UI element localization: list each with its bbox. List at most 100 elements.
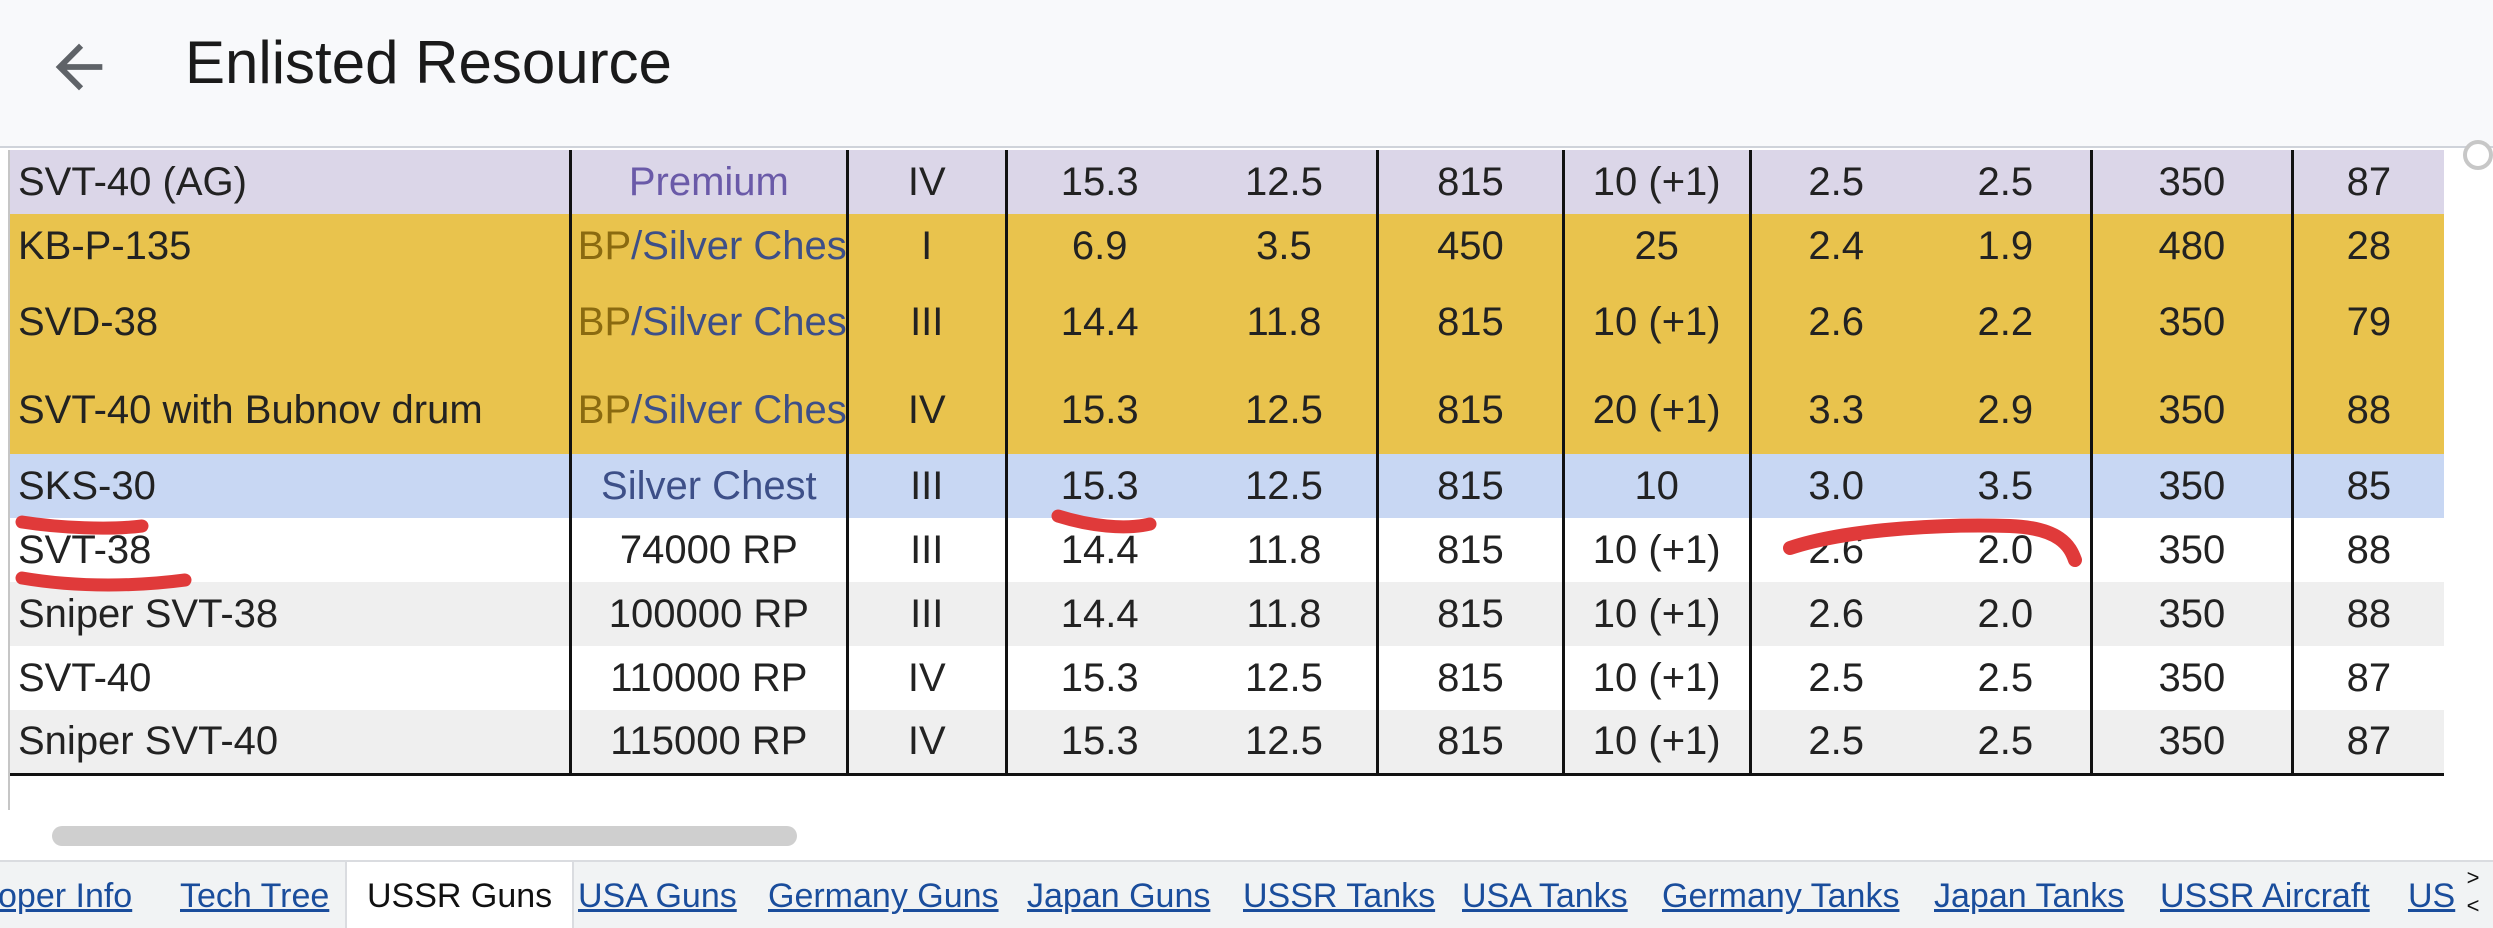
stat-cell[interactable]: 2.6 [1748,582,1921,646]
stat-cell[interactable]: 11.8 [1191,582,1378,646]
stat-cell[interactable]: 3.5 [1920,454,2092,518]
tier-cell[interactable]: III [845,278,1007,366]
stat-cell[interactable]: 15.3 [1004,150,1192,214]
stat-cell[interactable]: 2.5 [1920,150,2092,214]
tier-cell[interactable]: III [845,518,1007,582]
stat-cell[interactable]: 14.4 [1004,582,1192,646]
source-cell[interactable]: 110000 RP [568,646,848,710]
stat-cell[interactable]: 88 [2290,366,2444,454]
stat-cell[interactable]: 10 [1561,454,1751,518]
stat-cell[interactable]: 10 (+1) [1561,646,1751,710]
stat-cell[interactable]: 28 [2290,214,2444,278]
stat-cell[interactable]: 12.5 [1191,366,1378,454]
sheet-tab[interactable]: Germany Guns [768,877,999,915]
stat-cell[interactable]: 350 [2089,366,2293,454]
stat-cell[interactable]: 2.5 [1920,710,2092,776]
sheet-tab[interactable]: Japan Guns [1027,877,1211,915]
stat-cell[interactable]: 15.3 [1004,710,1192,776]
stat-cell[interactable]: 2.5 [1748,646,1921,710]
sheet-tab[interactable]: oper Info [0,877,133,915]
stat-cell[interactable]: 11.8 [1191,518,1378,582]
stat-cell[interactable]: 1.9 [1920,214,2092,278]
source-cell[interactable]: 74000 RP [568,518,848,582]
stat-cell[interactable]: 3.3 [1748,366,1921,454]
stat-cell[interactable]: 2.5 [1920,646,2092,710]
scroll-indicator[interactable] [2463,140,2493,170]
stat-cell[interactable]: 815 [1376,150,1564,214]
table-row[interactable]: SKS-30 Silver Chest III 15.3 12.5 815 10 3.0 3.5… [8,454,2444,518]
stat-cell[interactable]: 10 (+1) [1561,150,1751,214]
weapon-name-cell[interactable]: Sniper SVT-38 [8,582,571,646]
back-button[interactable] [44,32,114,102]
table-row[interactable]: KB-P-135 BP/Silver Chest I 6.9 3.5 450 25 2.4 1.… [8,214,2444,278]
stat-cell[interactable]: 815 [1376,646,1564,710]
sheet-tab[interactable]: USSR Guns [345,862,575,928]
tier-cell[interactable]: III [845,582,1007,646]
table-row[interactable]: SVT-40 (AG) Premium IV 15.3 12.5 815 10 (+1) 2.… [8,150,2444,214]
stat-cell[interactable]: 10 (+1) [1561,518,1751,582]
table-row[interactable]: Sniper SVT-38 100000 RP III 14.4 11.8 815 10 (… [8,582,2444,646]
stat-cell[interactable]: 12.5 [1191,454,1378,518]
source-cell[interactable]: BP/Silver Chest [568,278,848,366]
tier-cell[interactable]: IV [845,710,1007,776]
stat-cell[interactable]: 87 [2290,150,2444,214]
table-row[interactable]: SVD-38 BP/Silver Chest III 14.4 11.8 815 10 (+… [8,278,2444,366]
stat-cell[interactable]: 2.6 [1748,278,1921,366]
sheet-tab[interactable]: Japan Tanks [1934,877,2125,915]
stat-cell[interactable]: 815 [1376,518,1564,582]
stat-cell[interactable]: 87 [2290,710,2444,776]
stat-cell[interactable]: 85 [2290,454,2444,518]
tier-cell[interactable]: IV [845,150,1007,214]
stat-cell[interactable]: 2.0 [1920,518,2092,582]
weapon-name-cell[interactable]: SKS-30 [8,454,571,518]
stat-cell[interactable]: 350 [2089,518,2293,582]
stat-cell[interactable]: 3.5 [1191,214,1378,278]
sheet-tab[interactable]: USA Guns [578,877,737,915]
sheet-tab[interactable]: USSR Aircraft [2160,877,2370,915]
weapon-name-cell[interactable]: SVT-40 [8,646,571,710]
source-cell[interactable]: 115000 RP [568,710,848,776]
stat-cell[interactable]: 350 [2089,646,2293,710]
stat-cell[interactable]: 815 [1376,454,1564,518]
sheet-tab[interactable]: USSR Tanks [1243,877,1436,915]
source-cell[interactable]: BP/Silver Chest [568,366,848,454]
stat-cell[interactable]: 2.5 [1748,150,1921,214]
weapon-name-cell[interactable]: SVT-38 [8,518,571,582]
stat-cell[interactable]: 2.6 [1748,518,1921,582]
stat-cell[interactable]: 350 [2089,582,2293,646]
stat-cell[interactable]: 10 (+1) [1561,278,1751,366]
stat-cell[interactable]: 815 [1376,710,1564,776]
stat-cell[interactable]: 12.5 [1191,710,1378,776]
stat-cell[interactable]: 2.2 [1920,278,2092,366]
sheet-tab[interactable]: Tech Tree [180,877,330,915]
stat-cell[interactable]: 2.9 [1920,366,2092,454]
weapon-name-cell[interactable]: SVT-40 with Bubnov drum [8,366,571,454]
stat-cell[interactable]: 79 [2290,278,2444,366]
stat-cell[interactable]: 10 (+1) [1561,582,1751,646]
stat-cell[interactable]: 3.0 [1748,454,1921,518]
sheet-tab[interactable]: USA Tanks [1462,877,1628,915]
stat-cell[interactable]: 350 [2089,710,2293,776]
stat-cell[interactable]: 350 [2089,278,2293,366]
chevron-right-icon[interactable]: > [2466,865,2480,890]
stat-cell[interactable]: 10 (+1) [1561,710,1751,776]
table-row[interactable]: Sniper SVT-40 115000 RP IV 15.3 12.5 815 10 (+… [8,710,2444,776]
stat-cell[interactable]: 15.3 [1004,454,1192,518]
sheet-tab[interactable]: US [2408,877,2456,915]
stat-cell[interactable]: 25 [1561,214,1751,278]
stat-cell[interactable]: 815 [1376,278,1564,366]
stat-cell[interactable]: 350 [2089,150,2293,214]
source-cell[interactable]: Silver Chest [568,454,848,518]
stat-cell[interactable]: 6.9 [1004,214,1192,278]
tier-cell[interactable]: IV [845,646,1007,710]
weapon-name-cell[interactable]: SVD-38 [8,278,571,366]
weapon-name-cell[interactable]: Sniper SVT-40 [8,710,571,776]
chevron-left-icon[interactable]: < [2466,893,2480,918]
stat-cell[interactable]: 15.3 [1004,646,1192,710]
stat-cell[interactable]: 88 [2290,582,2444,646]
stat-cell[interactable]: 2.4 [1748,214,1921,278]
stat-cell[interactable]: 350 [2089,454,2293,518]
stat-cell[interactable]: 12.5 [1191,646,1378,710]
stat-cell[interactable]: 11.8 [1191,278,1378,366]
table-row[interactable]: SVT-40 110000 RP IV 15.3 12.5 815 10 (+1) 2.5 2.… [8,646,2444,710]
